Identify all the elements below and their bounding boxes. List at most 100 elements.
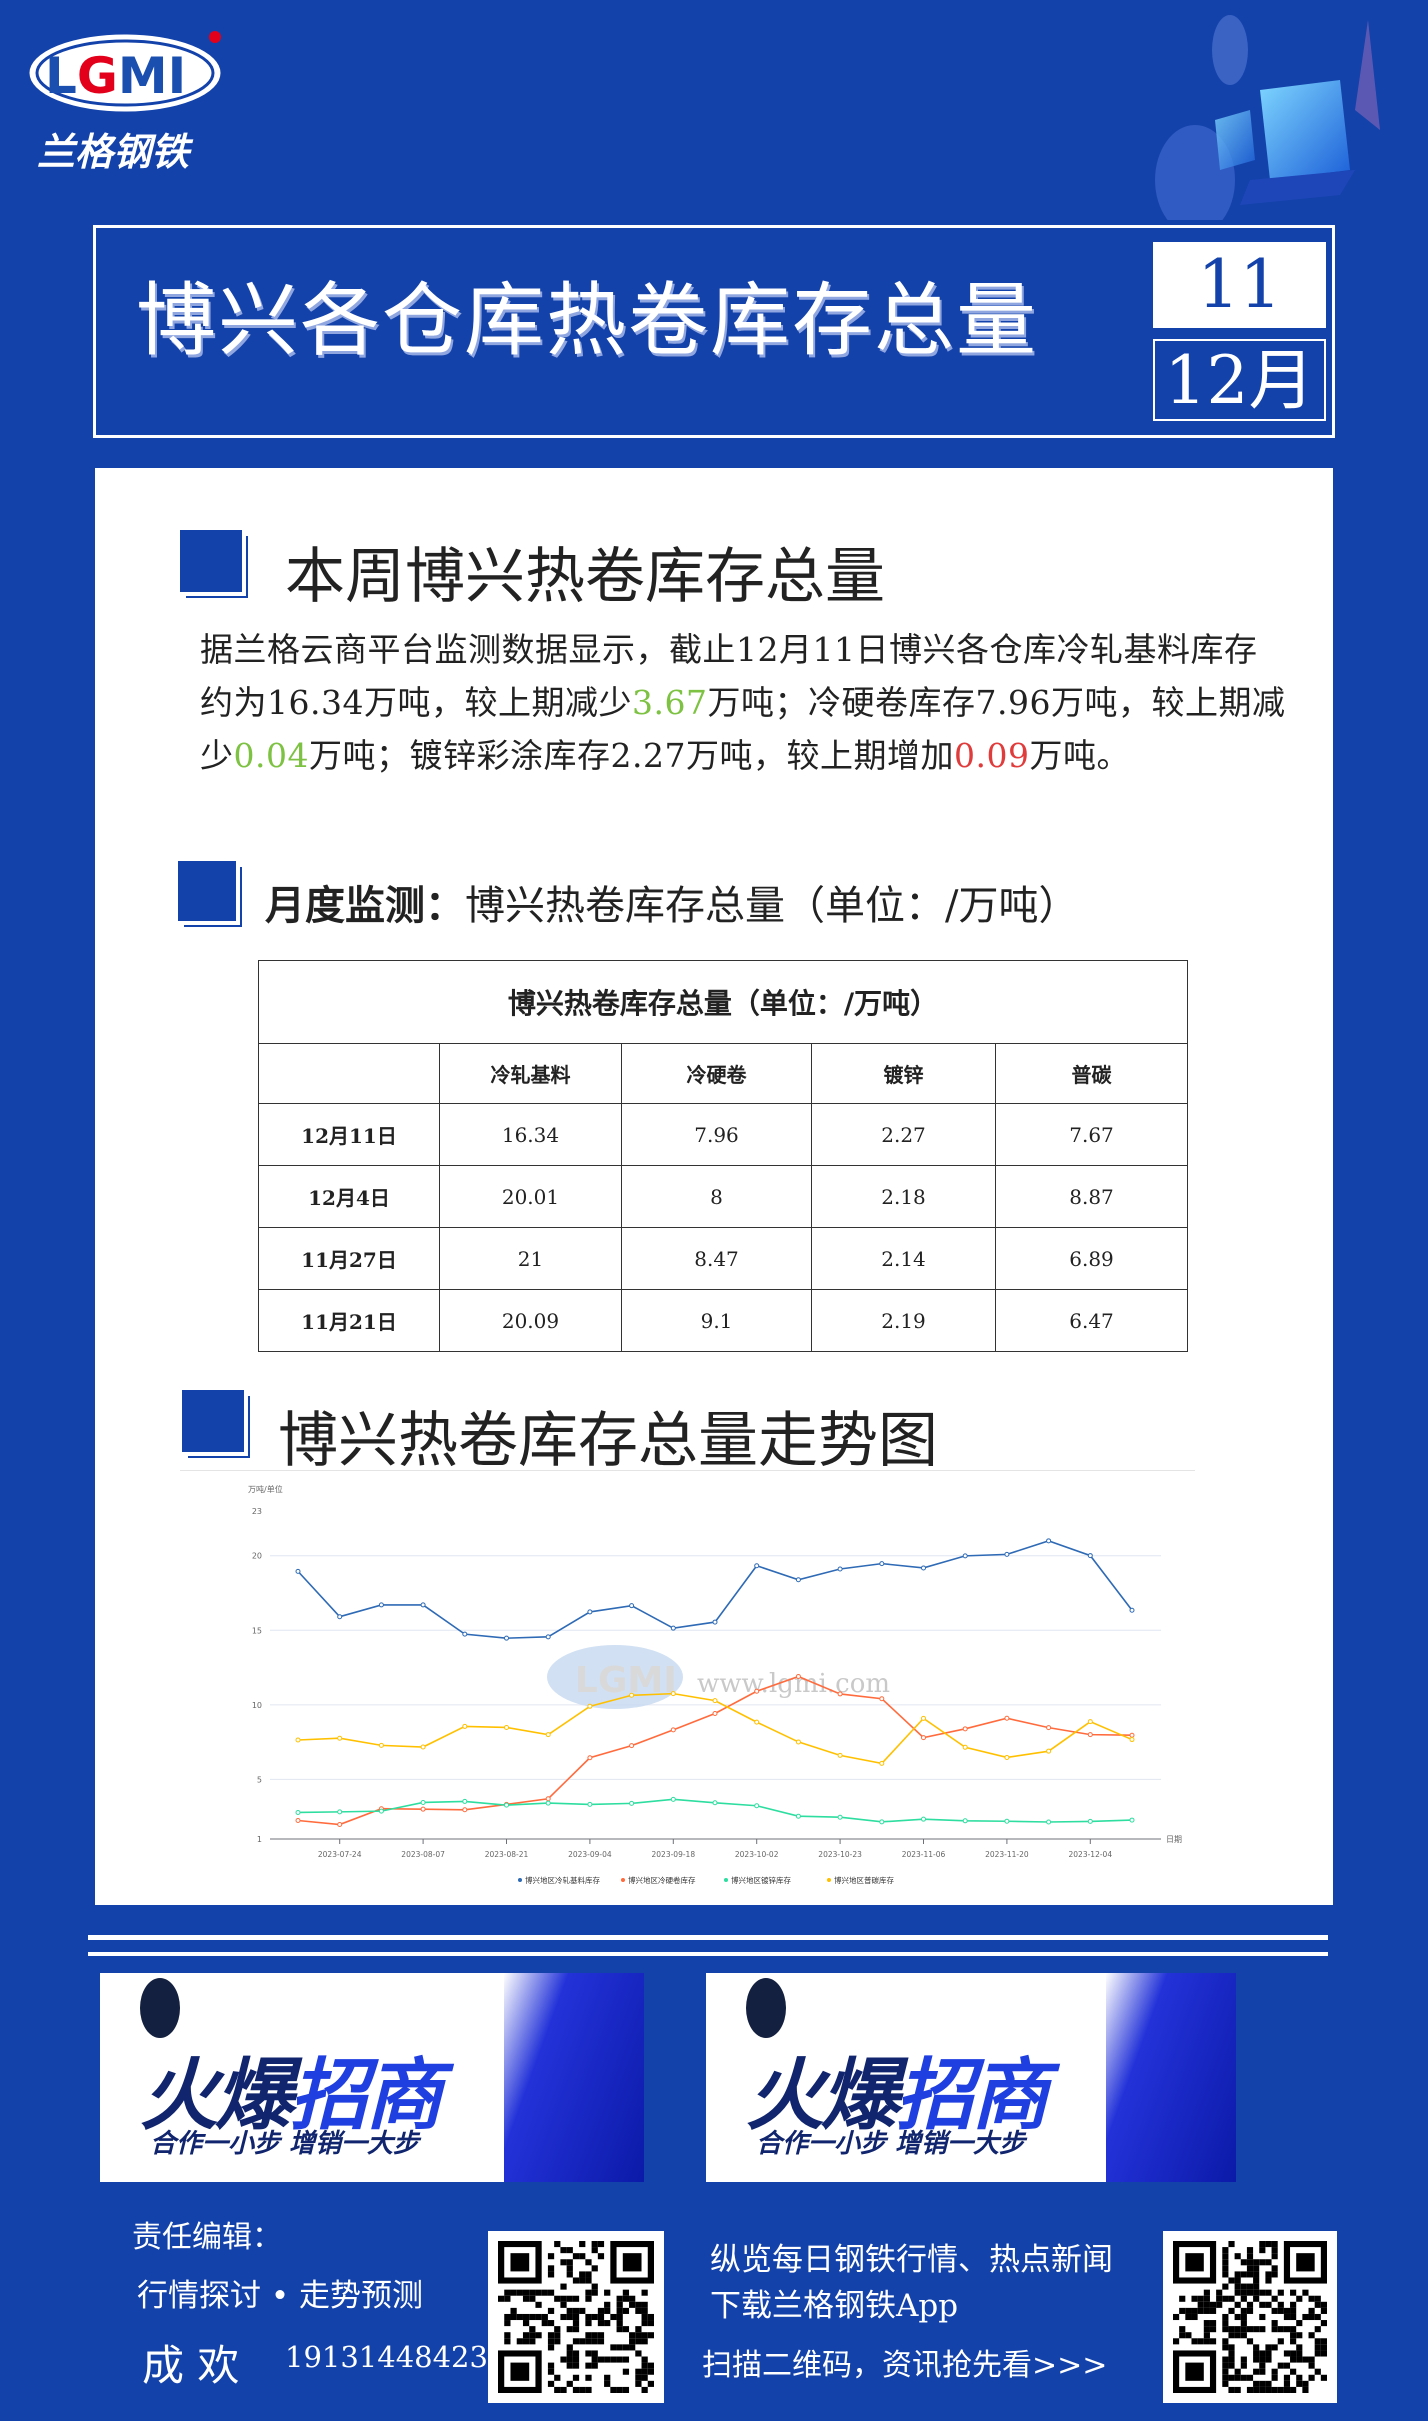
- cell: 2.19: [811, 1289, 996, 1352]
- qr-module: [541, 2313, 548, 2321]
- data-point: [1046, 1748, 1052, 1754]
- galvanized-change: 0.09: [953, 736, 1030, 775]
- qr-module: [1265, 2301, 1272, 2308]
- data-point: [670, 1796, 676, 1802]
- data-point: [629, 1603, 635, 1609]
- qr-module: [1173, 2338, 1180, 2345]
- qr-module: [1197, 2301, 1204, 2308]
- qr-module: [560, 2301, 567, 2308]
- qr-module: [1185, 2253, 1204, 2272]
- data-point: [337, 1614, 343, 1620]
- wechat-qr-code: [488, 2231, 664, 2403]
- qr-module: [1240, 2295, 1247, 2302]
- qr-module: [579, 2338, 586, 2345]
- qr-module: [647, 2332, 654, 2339]
- qr-module: [604, 2320, 611, 2327]
- qr-module: [529, 2313, 536, 2321]
- qr-module: [560, 2283, 567, 2290]
- qr-module: [1320, 2338, 1327, 2345]
- qr-module: [1191, 2295, 1198, 2302]
- qr-module: [566, 2307, 573, 2314]
- qr-module: [647, 2368, 654, 2375]
- cell: 20.09: [439, 1289, 622, 1352]
- qr-module: [1246, 2265, 1254, 2272]
- qr-module: [1271, 2368, 1278, 2375]
- qr-module: [1191, 2338, 1198, 2345]
- qr-module: [529, 2295, 536, 2302]
- qr-module: [1222, 2344, 1229, 2351]
- qr-module: [1290, 2332, 1297, 2339]
- table-title: 博兴热卷库存总量（单位：/万吨）: [258, 960, 1188, 1044]
- qr-module: [622, 2295, 630, 2302]
- qr-module: [1271, 2295, 1278, 2302]
- column-header: 冷硬卷: [621, 1043, 812, 1104]
- qr-module: [1308, 2332, 1315, 2339]
- technology-illustration: [1155, 15, 1380, 220]
- qr-module: [616, 2295, 623, 2302]
- legend-label: 博兴地区冷轧基料库存: [525, 1875, 600, 1885]
- qr-module: [597, 2307, 605, 2314]
- qr-module: [629, 2295, 636, 2302]
- qr-module: [1228, 2277, 1235, 2284]
- y-tick-label: 23: [252, 1507, 262, 1516]
- svg-text:LGMI: LGMI: [45, 47, 186, 105]
- qr-module: [585, 2295, 592, 2302]
- qr-module: [1246, 2386, 1254, 2393]
- cell: 9.1: [621, 1289, 812, 1352]
- qr-module: [1259, 2289, 1266, 2296]
- qr-module: [1290, 2289, 1297, 2296]
- qr-module: [1234, 2332, 1241, 2339]
- inventory-table: 博兴热卷库存总量（单位：/万吨） 冷轧基料 冷硬卷 镀锌 普碳 12月11日 16…: [258, 960, 1188, 1352]
- qr-module: [635, 2301, 642, 2308]
- data-point: [712, 1710, 718, 1716]
- qr-module: [591, 2283, 598, 2290]
- qr-module: [1240, 2271, 1247, 2278]
- qr-module: [1228, 2350, 1235, 2357]
- section-heading-weekly: 本周博兴热卷库存总量: [285, 542, 885, 612]
- qr-module: [554, 2295, 561, 2302]
- qr-module: [622, 2356, 630, 2363]
- legend-marker: [621, 1878, 625, 1882]
- qr-module: [1265, 2380, 1272, 2387]
- qr-module: [1320, 2344, 1327, 2351]
- qr-module: [1296, 2320, 1303, 2327]
- qr-module: [641, 2374, 648, 2381]
- qr-module: [585, 2374, 592, 2381]
- qr-module: [591, 2332, 598, 2339]
- qr-module: [522, 2338, 530, 2345]
- qr-module: [566, 2350, 573, 2357]
- qr-module: [535, 2313, 542, 2321]
- qr-module: [1290, 2307, 1297, 2314]
- qr-module: [1222, 2380, 1229, 2387]
- data-point: [921, 1816, 926, 1822]
- qr-module: [1240, 2374, 1247, 2381]
- qr-module: [566, 2356, 573, 2363]
- data-point: [670, 1625, 676, 1631]
- qr-module: [1253, 2259, 1260, 2266]
- cell: 2.18: [811, 1165, 996, 1228]
- qr-module: [585, 2271, 592, 2278]
- qr-module: [597, 2356, 605, 2363]
- qr-module: [1296, 2332, 1303, 2339]
- data-point: [295, 1737, 301, 1743]
- qr-module: [597, 2253, 605, 2260]
- qr-module: [547, 2307, 555, 2314]
- qr-module: [1265, 2277, 1272, 2284]
- promo-banner[interactable]: 火爆招商 合作一小步 增销一大步: [100, 1973, 644, 2182]
- qr-module: [1290, 2386, 1297, 2393]
- qr-module: [1240, 2362, 1247, 2369]
- promo-banner[interactable]: 火爆招商 合作一小步 增销一大步: [706, 1973, 1236, 2182]
- qr-module: [1283, 2386, 1291, 2393]
- qr-module: [635, 2326, 642, 2333]
- qr-module: [622, 2386, 630, 2393]
- qr-module: [1246, 2259, 1254, 2266]
- qr-module: [1290, 2356, 1297, 2363]
- qr-module: [1234, 2368, 1241, 2375]
- qr-module: [1246, 2271, 1254, 2278]
- qr-module: [516, 2313, 523, 2321]
- data-point: [837, 1814, 843, 1820]
- qr-module: [1185, 2307, 1192, 2314]
- data-point: [921, 1565, 926, 1571]
- qr-module: [529, 2289, 536, 2296]
